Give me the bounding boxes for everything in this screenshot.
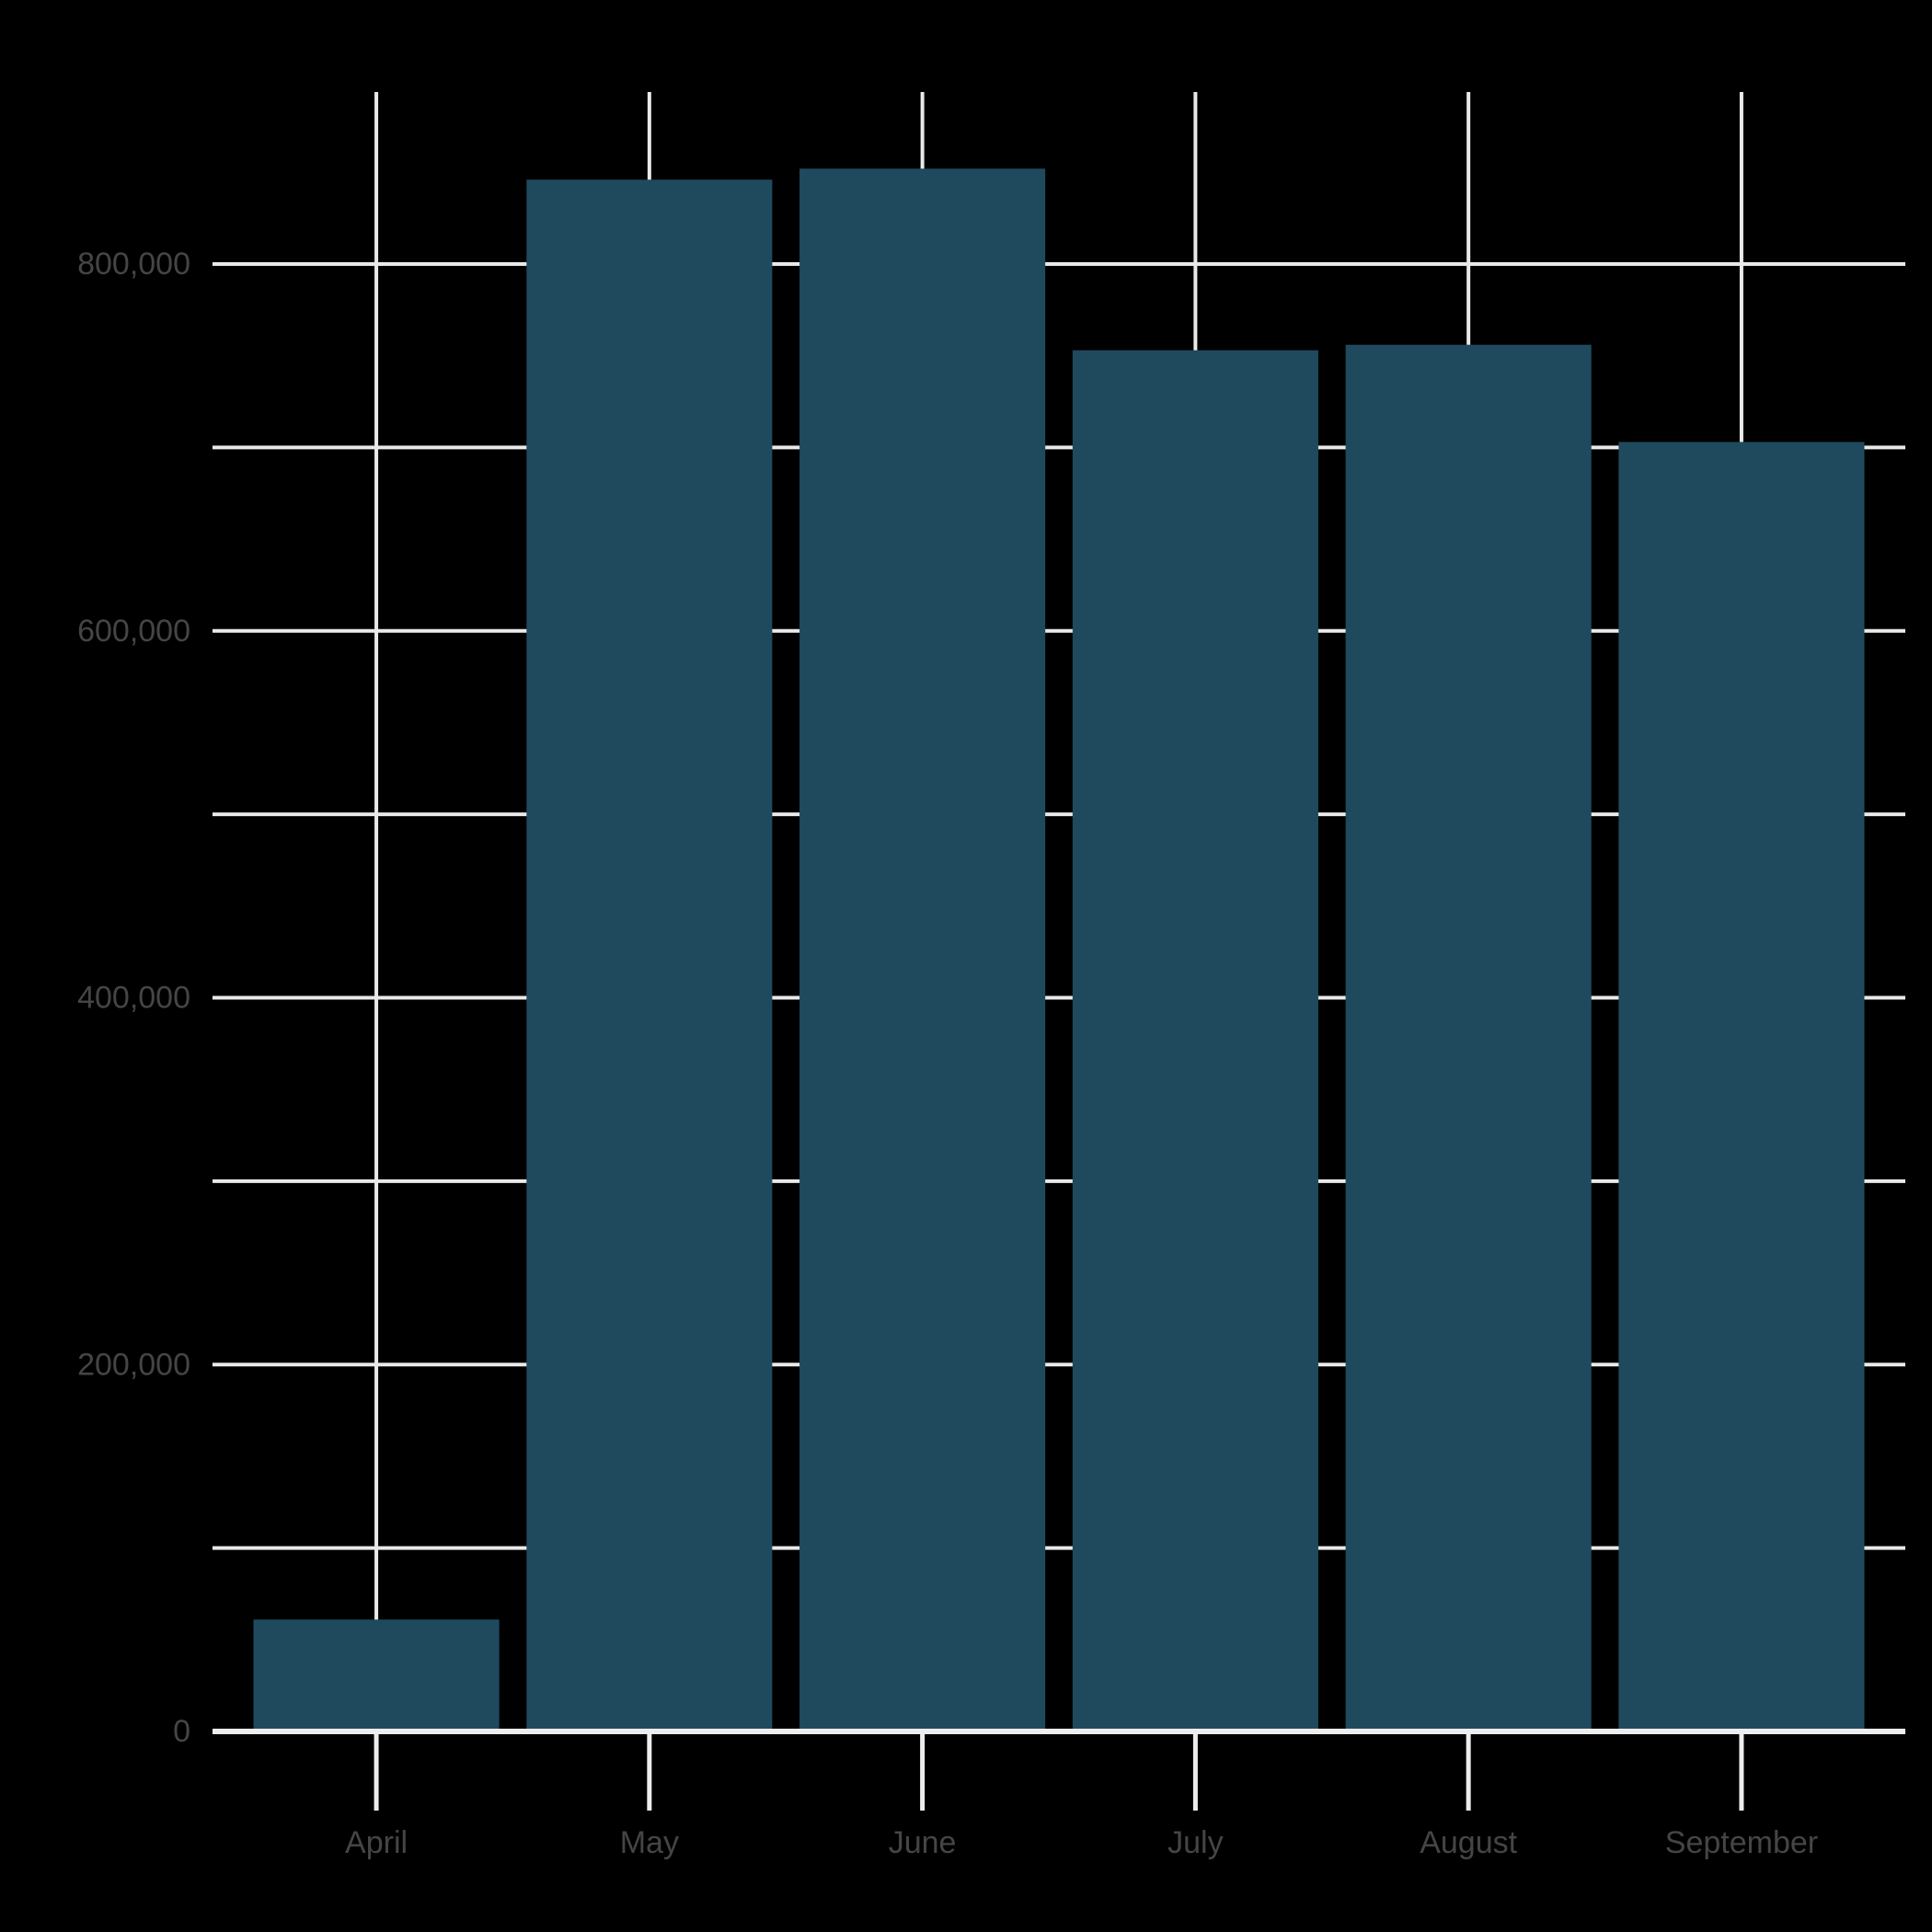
y-tick-label-600000: 600,000 (77, 614, 190, 649)
x-axis-ticks (374, 1734, 1744, 1811)
x-tick-label-june: June (889, 1825, 957, 1860)
x-tick-label-september: September (1665, 1825, 1818, 1860)
y-tick-label-0: 0 (173, 1714, 190, 1749)
bar-june (799, 168, 1046, 1732)
bars (253, 168, 1865, 1732)
y-tick-label-200000: 200,000 (77, 1347, 190, 1382)
bar-may (526, 179, 773, 1732)
horizontal-gridlines (213, 262, 1905, 1550)
y-tick-label-800000: 800,000 (77, 247, 190, 282)
bar-august (1345, 344, 1592, 1732)
x-tick-label-august: August (1420, 1825, 1517, 1860)
x-tick-label-may: May (620, 1825, 679, 1860)
bar-april (253, 1619, 500, 1731)
x-tick-label-july: July (1167, 1825, 1223, 1860)
bar-september (1618, 442, 1865, 1731)
x-axis-tick-labels: April May June July August September (345, 1825, 1818, 1860)
y-axis-tick-labels: 0 200,000 400,000 600,000 800,000 (77, 247, 190, 1749)
bar-july (1072, 350, 1318, 1731)
x-tick-label-april: April (345, 1825, 408, 1860)
y-tick-label-400000: 400,000 (77, 981, 190, 1016)
